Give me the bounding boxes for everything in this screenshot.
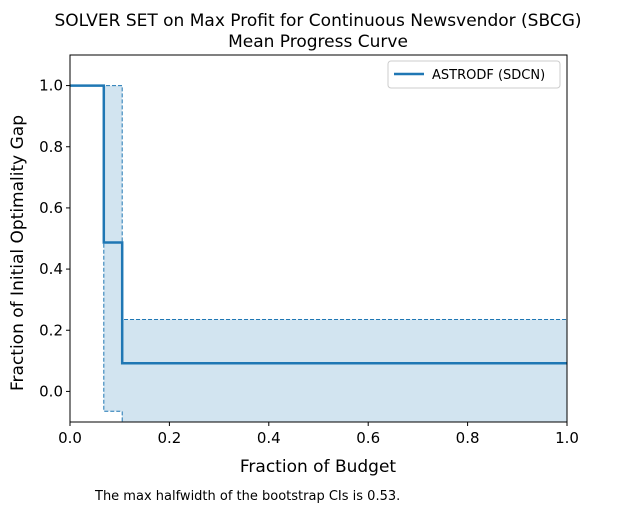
x-tick-label: 1.0 [555,429,579,447]
x-tick-label: 0.6 [356,429,380,447]
y-tick-label: 1.0 [39,77,63,95]
plot-area [69,54,568,423]
mean-progress-line-0 [70,84,567,365]
plot-background [70,55,567,422]
legend-box [387,60,561,89]
axis-ticks: 0.0 0.2 0.4 0.6 0.8 1.0 0.0 0.2 0.4 0.6 0.8 1.0 [39,77,579,447]
chart-title: SOLVER SET on Max Profit for Continuous … [54,11,581,31]
y-axis-label: Fraction of Initial Optimality Gap [8,115,28,391]
x-tick-label: 0.8 [456,429,480,447]
y-tick-label: 0.4 [39,260,63,278]
legend: ASTRODF (SDCN) [387,60,561,89]
ci-halfwidth-note: The max halfwidth of the bootstrap CIs i… [94,489,400,504]
y-tick-label: 0.6 [39,199,63,217]
y-tick-label: 0.0 [39,382,63,400]
x-tick-label: 0.0 [58,429,82,447]
plot-frame [69,54,568,423]
y-tick-label: 0.8 [39,138,63,156]
legend-entry-label: ASTRODF (SDCN) [432,68,545,83]
ci-band-0 [70,85,567,422]
x-tick-label: 0.2 [157,429,181,447]
x-tick-label: 0.4 [257,429,281,447]
ci-upper-line-0 [70,85,567,321]
chart-subtitle: Mean Progress Curve [228,32,408,52]
x-axis-label: Fraction of Budget [240,457,397,477]
y-tick-label: 0.2 [39,321,63,339]
ci-lower-line-0 [70,85,567,422]
